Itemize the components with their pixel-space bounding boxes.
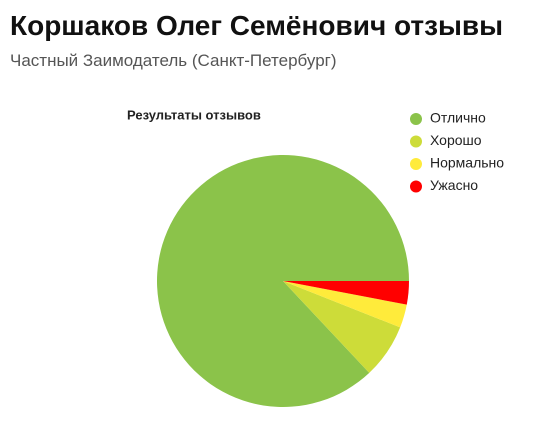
chart-title: Результаты отзывов	[127, 107, 261, 122]
page-title: Коршаков Олег Семёнович отзывы	[10, 10, 504, 41]
pie-slice	[283, 281, 409, 305]
page-subtitle: Частный Заимодатель (Санкт-Петербург)	[10, 51, 337, 70]
legend-marker	[410, 113, 422, 125]
legend-label: Ужасно	[430, 177, 478, 193]
legend-marker	[410, 180, 422, 193]
pie-slice	[283, 281, 401, 373]
legend-label: Хорошо	[430, 132, 482, 148]
pie-slice	[283, 281, 407, 328]
legend-label: Отлично	[430, 110, 486, 126]
legend-marker	[410, 135, 422, 148]
legend-marker	[410, 158, 422, 170]
legend-label: Нормально	[430, 155, 504, 171]
